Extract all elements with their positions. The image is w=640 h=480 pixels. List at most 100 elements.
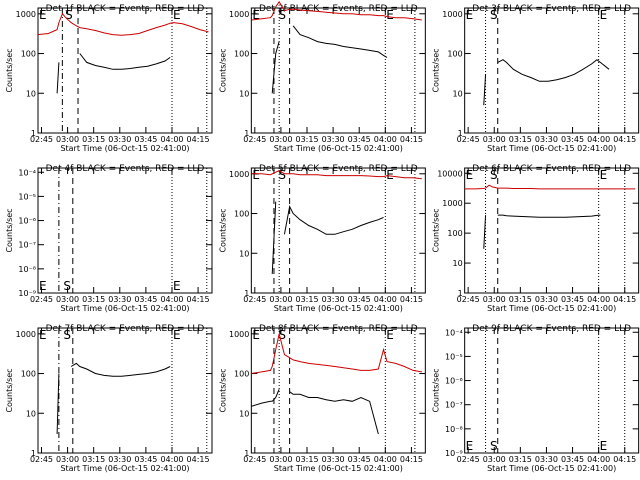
y-axis-label: Counts/sec [432, 208, 441, 252]
y-tick-label: 100 [21, 370, 36, 379]
series-line [271, 201, 384, 275]
y-tick-label: 100 [21, 50, 36, 59]
y-tick-label: 1 [244, 129, 249, 138]
series-line [271, 25, 388, 94]
panel-title: Det 9f BLACK = Events, RED = LLD [472, 324, 631, 334]
x-tick-label: 03:45 [134, 455, 157, 464]
plot-frame [464, 327, 640, 454]
x-tick-label: 02:45 [243, 455, 266, 464]
plot-frame [250, 7, 426, 134]
x-tick-label: 03:45 [561, 295, 584, 304]
event-label: S [63, 279, 71, 293]
y-tick-label: 1000 [229, 10, 249, 19]
series-line [483, 214, 601, 249]
x-tick-label: 04:00 [160, 455, 183, 464]
y-tick-label: 1 [458, 129, 463, 138]
y-tick-label: 10 [26, 409, 36, 418]
x-axis-label: Start Time (06-Oct-15 02:41:00) [60, 464, 189, 473]
x-axis-label: Start Time (06-Oct-15 02:41:00) [487, 304, 616, 313]
x-tick-label: 02:45 [30, 135, 53, 144]
x-tick-label: 03:15 [295, 455, 318, 464]
y-tick-label: 1000 [16, 10, 36, 19]
x-tick-label: 03:30 [108, 135, 131, 144]
x-tick-label: 03:00 [56, 455, 79, 464]
y-tick-label: 1 [31, 449, 36, 458]
x-tick-label: 04:15 [613, 455, 636, 464]
x-tick-label: 04:00 [374, 135, 397, 144]
x-tick-label: 03:30 [108, 295, 131, 304]
x-tick-label: 04:15 [400, 455, 423, 464]
y-tick-label: 1000 [16, 330, 36, 339]
event-label: E [600, 8, 608, 22]
y-tick-label: 100 [447, 50, 462, 59]
y-tick-label: 10 [239, 89, 249, 98]
x-tick-label: 03:00 [483, 295, 506, 304]
x-tick-label: 03:45 [134, 135, 157, 144]
x-tick-label: 03:45 [561, 135, 584, 144]
x-tick-label: 03:15 [295, 295, 318, 304]
event-label: E [466, 8, 474, 22]
x-tick-label: 04:15 [187, 295, 210, 304]
y-tick-label: 1 [244, 449, 249, 458]
y-tick-label: 10⁻⁸ [18, 265, 36, 274]
y-tick-label: 10 [452, 89, 462, 98]
x-axis-label: Start Time (06-Oct-15 02:41:00) [274, 144, 403, 153]
y-tick-label: 10⁻⁵ [18, 192, 36, 201]
y-tick-label: 1 [244, 289, 249, 298]
series-line [251, 389, 387, 434]
x-axis-label: Start Time (06-Oct-15 02:41:00) [60, 304, 189, 313]
y-tick-label: 10 [239, 409, 249, 418]
x-tick-label: 03:00 [269, 455, 292, 464]
event-label: E [386, 328, 394, 342]
x-tick-label: 03:30 [108, 455, 131, 464]
event-label: S [490, 8, 498, 22]
y-axis-label: Counts/sec [5, 368, 14, 412]
y-tick-label: 10⁻⁶ [18, 217, 36, 226]
y-tick-label: 10 [239, 249, 249, 258]
x-axis-label: Start Time (06-Oct-15 02:41:00) [487, 144, 616, 153]
event-label: S [278, 328, 286, 342]
x-tick-label: 03:00 [269, 135, 292, 144]
y-tick-label: 1000 [229, 170, 249, 179]
x-axis-label: Start Time (06-Oct-15 02:41:00) [487, 464, 616, 473]
y-tick-label: 1000 [229, 330, 249, 339]
x-tick-label: 03:00 [483, 135, 506, 144]
plot-frame [464, 167, 640, 294]
panel: 10⁻⁹10⁻⁸10⁻⁷10⁻⁶10⁻⁵10⁻⁴02:45 03:00 03:15 0… [5, 164, 213, 313]
x-tick-label: 04:00 [160, 135, 183, 144]
x-tick-label: 03:30 [322, 295, 345, 304]
event-label: E [466, 168, 474, 182]
x-tick-label: 03:45 [348, 455, 371, 464]
x-tick-label: 03:15 [295, 135, 318, 144]
event-label: S [278, 168, 286, 182]
panel-title: Det 1f BLACK = Events, RED = LLD [46, 4, 205, 14]
event-label: E [173, 8, 181, 22]
y-tick-label: 1000 [442, 199, 462, 208]
y-axis-label: Counts/sec [432, 368, 441, 412]
x-tick-label: 02:45 [243, 135, 266, 144]
x-tick-label: 03:00 [269, 295, 292, 304]
x-tick-label: 03:15 [509, 295, 532, 304]
x-tick-label: 02:45 [243, 295, 266, 304]
y-axis-label: Counts/sec [218, 368, 227, 412]
x-tick-label: 03:15 [509, 135, 532, 144]
x-tick-label: 03:45 [348, 295, 371, 304]
panel-title: Det 4f BLACK = Events, RED = LLD [46, 164, 205, 174]
x-tick-label: 04:15 [613, 295, 636, 304]
x-tick-label: 03:15 [82, 135, 105, 144]
series-line [251, 170, 422, 180]
series-line [56, 362, 171, 435]
event-label: E [600, 439, 608, 453]
y-tick-label: 10⁻⁷ [445, 401, 463, 410]
x-tick-label: 03:45 [561, 455, 584, 464]
panel: 1 10 100 1000 10000 02:45 03:00 03:15 03:30 03:45… [432, 164, 640, 313]
x-axis-label: Start Time (06-Oct-15 02:41:00) [274, 304, 403, 313]
x-tick-label: 04:15 [400, 295, 423, 304]
y-tick-label: 10⁻⁶ [445, 377, 463, 386]
series-line [464, 184, 636, 190]
